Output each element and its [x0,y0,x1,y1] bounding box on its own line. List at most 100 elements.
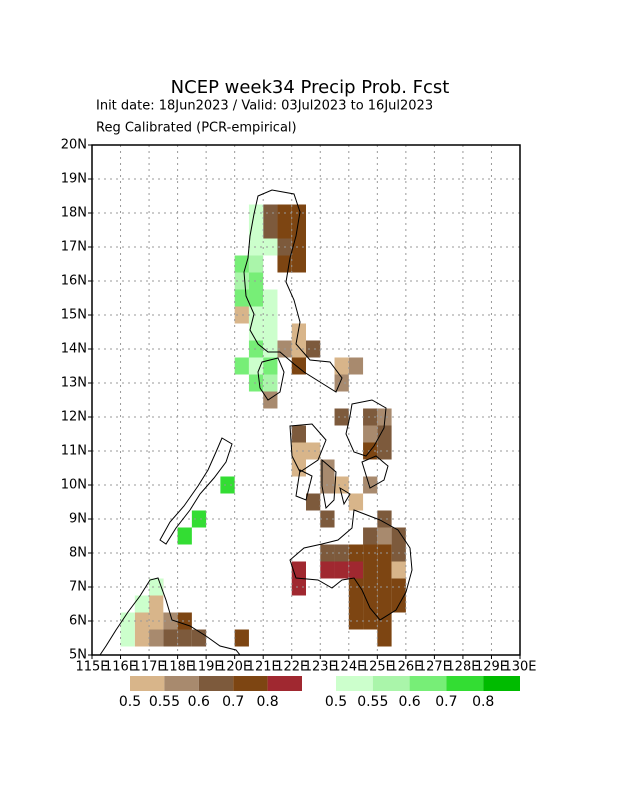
grid-cell [277,221,292,239]
x-tick-label: 115E [75,660,108,675]
grid-cell [163,629,178,647]
grid-cell [377,425,392,443]
grid-cell [263,221,278,239]
grid-cell [348,493,364,511]
grid-cell [377,629,392,647]
grid-cell [291,561,306,579]
y-tick-label: 7N [69,580,87,595]
grid-cell [348,595,364,613]
x-tick-label: 129E [475,660,508,675]
grid-cell [291,204,306,222]
grid-cell [363,527,378,545]
grid-cell [234,357,249,375]
grid-cell [306,493,321,511]
x-tick-label: 124E [332,660,365,675]
colorbar-box [446,676,484,691]
grid-cell [134,595,150,613]
grid-cell [149,595,164,613]
colorbar-label: 0.8 [256,694,278,710]
grid-cell [377,561,392,579]
grid-cell [177,527,192,545]
x-tick-label: 126E [389,660,422,675]
subtitle: Init date: 18Jun2023 / Valid: 03Jul2023 … [96,99,433,114]
grid-cell [120,612,135,630]
x-tick-label: 128E [446,660,479,675]
colorbar-label: 0.6 [188,694,210,710]
grid-cell [363,561,378,579]
grid-cell [234,306,249,324]
grid-cell [363,476,378,494]
grid-cell [248,323,264,341]
title: NCEP week34 Precip Prob. Fcst [171,77,450,98]
grid-cell [391,595,406,613]
y-tick-label: 19N [61,172,87,187]
y-tick-label: 20N [61,138,87,153]
grid-cell [191,510,207,528]
y-tick-label: 14N [61,342,87,357]
grid-cell [291,221,306,239]
y-tick-label: 8N [69,546,87,561]
grid-cell [263,204,278,222]
grid-cell [177,629,192,647]
x-tick-label: 119E [190,660,223,675]
grid-cell [348,357,364,375]
x-tick-label: 125E [361,660,394,675]
grid-cell [334,357,349,375]
grid-cell [306,442,321,460]
grid-cell [377,612,392,630]
grid [92,145,520,655]
grid-cell [248,289,264,307]
grid-cell [348,561,364,579]
coast-mindoro [257,357,285,401]
grid-cell [334,544,349,562]
grid-cell [363,544,378,562]
colorbar-label: 0.55 [149,694,180,710]
colorbar-box [233,676,268,691]
grid-cell [263,374,278,392]
grid-cell [320,459,335,477]
y-tick-label: 6N [69,614,87,629]
y-tick-label: 11N [61,444,87,459]
grid-cell [377,527,392,545]
grid-cell [263,357,278,375]
grid-cell [334,408,349,426]
grid-cell [149,629,164,647]
grid-cell [391,527,406,545]
colorbar-box [483,676,520,691]
grid-cell [391,561,406,579]
x-tick-label: 122E [275,660,308,675]
coast-mindanao [289,509,413,621]
grid-cell [377,442,392,460]
grid-cell [363,612,378,630]
grid-cell [334,476,349,494]
colorbar-box [198,676,234,691]
x-tick-label: 120E [218,660,251,675]
y-tick-label: 15N [61,308,87,323]
y-tick-label: 5N [69,648,87,663]
colorbar-box [336,676,373,691]
grid-cell [334,561,349,579]
coast-visayas [289,423,351,510]
grid-cell [363,425,378,443]
coast-borneo [99,577,242,656]
y-tick-label: 17N [61,240,87,255]
y-tick-label: 12N [61,410,87,425]
grid-cell [320,561,335,579]
colorbar-label: 0.5 [119,694,141,710]
y-tick-label: 9N [69,512,87,527]
coastline [99,189,413,656]
grid-cell [263,323,278,341]
grid-cell [248,272,264,290]
colorbar-box [164,676,199,691]
colorbar-box [267,676,302,691]
grid-cell [291,255,306,273]
colorbar-label: 0.5 [325,694,347,710]
grid-cell [248,357,264,375]
colorbar-box [372,676,410,691]
grid-cell [248,221,264,239]
x-tick-label: 117E [133,660,166,675]
grid-cell [248,255,264,273]
grid-cell [377,510,392,528]
y-tick-label: 18N [61,206,87,221]
